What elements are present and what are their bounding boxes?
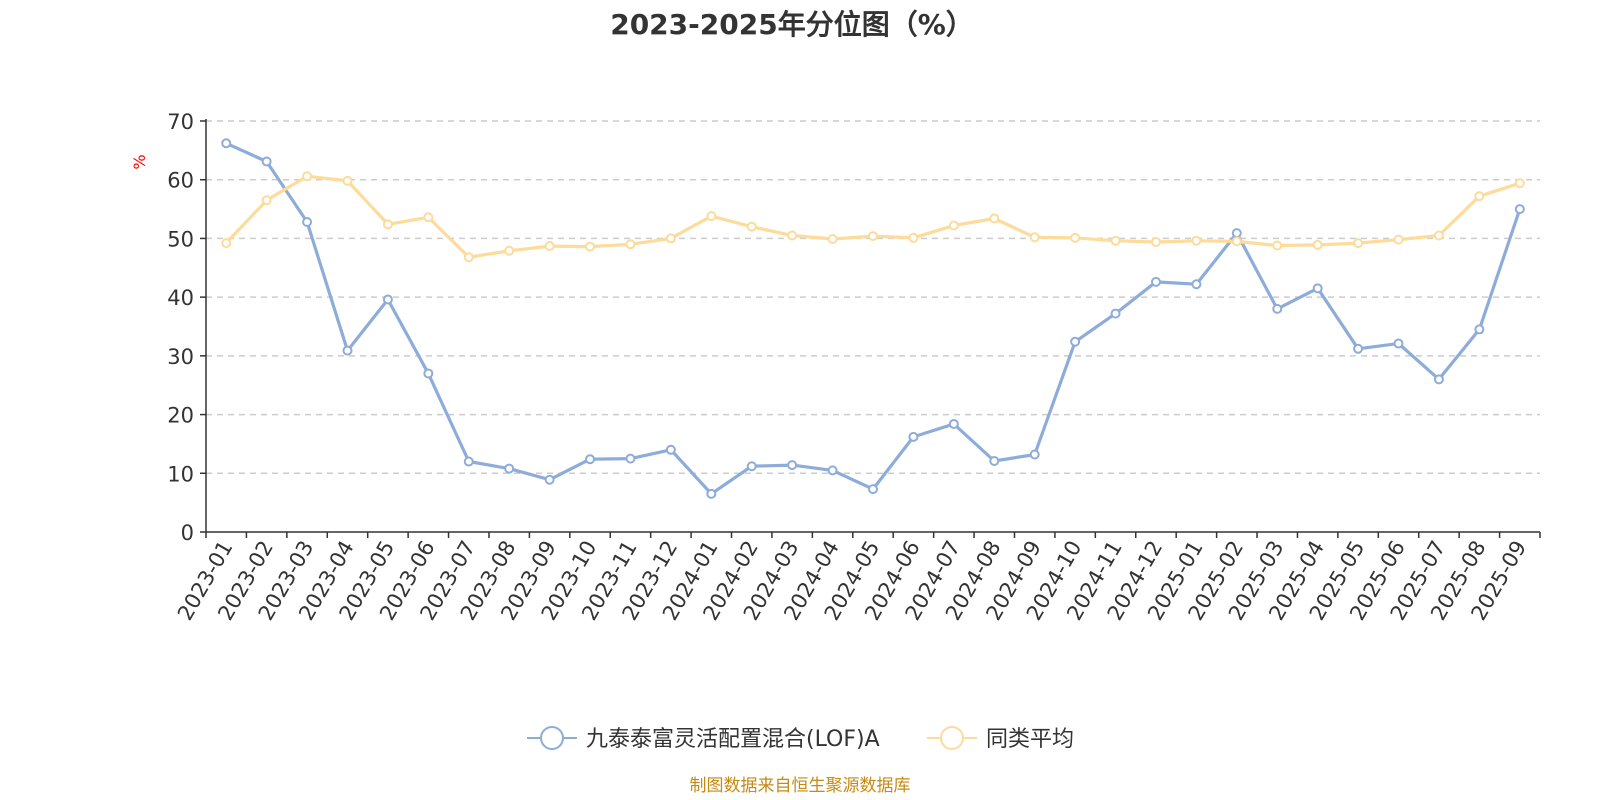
data-point[interactable] — [221, 238, 232, 249]
data-point[interactable] — [504, 245, 515, 256]
data-point[interactable] — [665, 444, 676, 455]
data-point[interactable] — [1150, 276, 1161, 287]
data-point[interactable] — [261, 195, 272, 206]
legend-item[interactable]: 同类平均 — [927, 726, 1074, 752]
y-tick-label: 30 — [167, 345, 194, 369]
data-point[interactable] — [382, 219, 393, 230]
series-line — [225, 174, 1521, 259]
data-point[interactable] — [1474, 191, 1485, 202]
data-point[interactable] — [625, 239, 636, 250]
data-point[interactable] — [827, 465, 838, 476]
legend-circle-marker — [540, 726, 564, 750]
data-point[interactable] — [1029, 232, 1040, 243]
data-point[interactable] — [1312, 239, 1323, 250]
data-point[interactable] — [585, 241, 596, 252]
y-tick-label: 60 — [167, 169, 194, 193]
data-point[interactable] — [989, 455, 1000, 466]
data-point[interactable] — [868, 484, 878, 495]
y-tick-label: 0 — [181, 521, 194, 545]
data-point[interactable] — [948, 418, 959, 429]
series-0 — [221, 138, 1525, 499]
data-point[interactable] — [463, 456, 474, 467]
data-point[interactable] — [463, 252, 474, 263]
data-point[interactable] — [342, 345, 353, 356]
data-point[interactable] — [342, 175, 353, 186]
data-point[interactable] — [908, 232, 919, 243]
data-point[interactable] — [1150, 236, 1161, 247]
data-point[interactable] — [261, 156, 272, 167]
series-1 — [221, 171, 1525, 263]
data-point[interactable] — [1231, 236, 1242, 247]
data-source-note: 制图数据来自恒生聚源数据库 — [690, 776, 911, 796]
data-point[interactable] — [1191, 235, 1202, 246]
grid-lines — [206, 120, 1540, 475]
data-point[interactable] — [1070, 232, 1081, 243]
y-axis-unit-label: % — [130, 154, 149, 169]
legend-circle-marker — [940, 726, 964, 750]
data-point[interactable] — [706, 488, 717, 499]
series-lines — [221, 138, 1525, 499]
data-point[interactable] — [787, 460, 798, 471]
y-tick-label: 10 — [167, 462, 194, 486]
axes: 0102030405060702023-012023-022023-032023… — [167, 110, 1541, 624]
series-line — [225, 141, 1522, 496]
data-point[interactable] — [948, 220, 959, 231]
data-point[interactable] — [1272, 240, 1283, 251]
data-point[interactable] — [1070, 336, 1081, 347]
data-point[interactable] — [787, 230, 798, 241]
y-tick-label: 70 — [167, 110, 194, 134]
data-point[interactable] — [1433, 230, 1444, 241]
data-point[interactable] — [989, 213, 1000, 224]
data-point[interactable] — [665, 233, 676, 244]
data-point[interactable] — [302, 216, 313, 227]
data-point[interactable] — [706, 211, 717, 222]
data-point[interactable] — [1393, 338, 1404, 349]
data-point[interactable] — [1393, 234, 1404, 245]
data-point[interactable] — [504, 463, 515, 474]
chart-title: 2023-2025年分位图（%） — [610, 8, 974, 41]
legend[interactable]: 九泰泰富灵活配置混合(LOF)A 同类平均 — [527, 726, 1074, 752]
data-point[interactable] — [1514, 178, 1525, 189]
data-point[interactable] — [1312, 283, 1323, 294]
data-point[interactable] — [746, 461, 757, 472]
y-tick-label: 50 — [167, 227, 194, 251]
data-point[interactable] — [1231, 228, 1242, 239]
data-point[interactable] — [746, 221, 757, 232]
legend-label: 同类平均 — [986, 727, 1074, 752]
data-point[interactable] — [1353, 343, 1364, 354]
data-point[interactable] — [908, 431, 919, 442]
data-point[interactable] — [302, 171, 313, 182]
data-point[interactable] — [1191, 279, 1202, 290]
data-point[interactable] — [544, 241, 555, 252]
data-point[interactable] — [1514, 204, 1525, 215]
data-point[interactable] — [382, 294, 393, 305]
data-point[interactable] — [1110, 235, 1121, 246]
data-point[interactable] — [1433, 374, 1444, 385]
data-point[interactable] — [423, 368, 434, 379]
data-point[interactable] — [221, 138, 232, 149]
data-point[interactable] — [827, 234, 838, 245]
data-point[interactable] — [1353, 238, 1364, 249]
y-tick-label: 20 — [167, 404, 194, 428]
data-point[interactable] — [544, 474, 555, 485]
data-point[interactable] — [1474, 324, 1485, 335]
data-point[interactable] — [585, 454, 596, 465]
data-point[interactable] — [625, 453, 636, 464]
data-point[interactable] — [1272, 303, 1283, 314]
data-point[interactable] — [1110, 308, 1121, 319]
y-tick-label: 40 — [167, 286, 194, 310]
legend-label: 九泰泰富灵活配置混合(LOF)A — [586, 727, 880, 752]
data-point[interactable] — [423, 212, 434, 223]
legend-item[interactable]: 九泰泰富灵活配置混合(LOF)A — [527, 726, 880, 752]
data-point[interactable] — [868, 231, 878, 242]
data-point[interactable] — [1029, 449, 1040, 460]
